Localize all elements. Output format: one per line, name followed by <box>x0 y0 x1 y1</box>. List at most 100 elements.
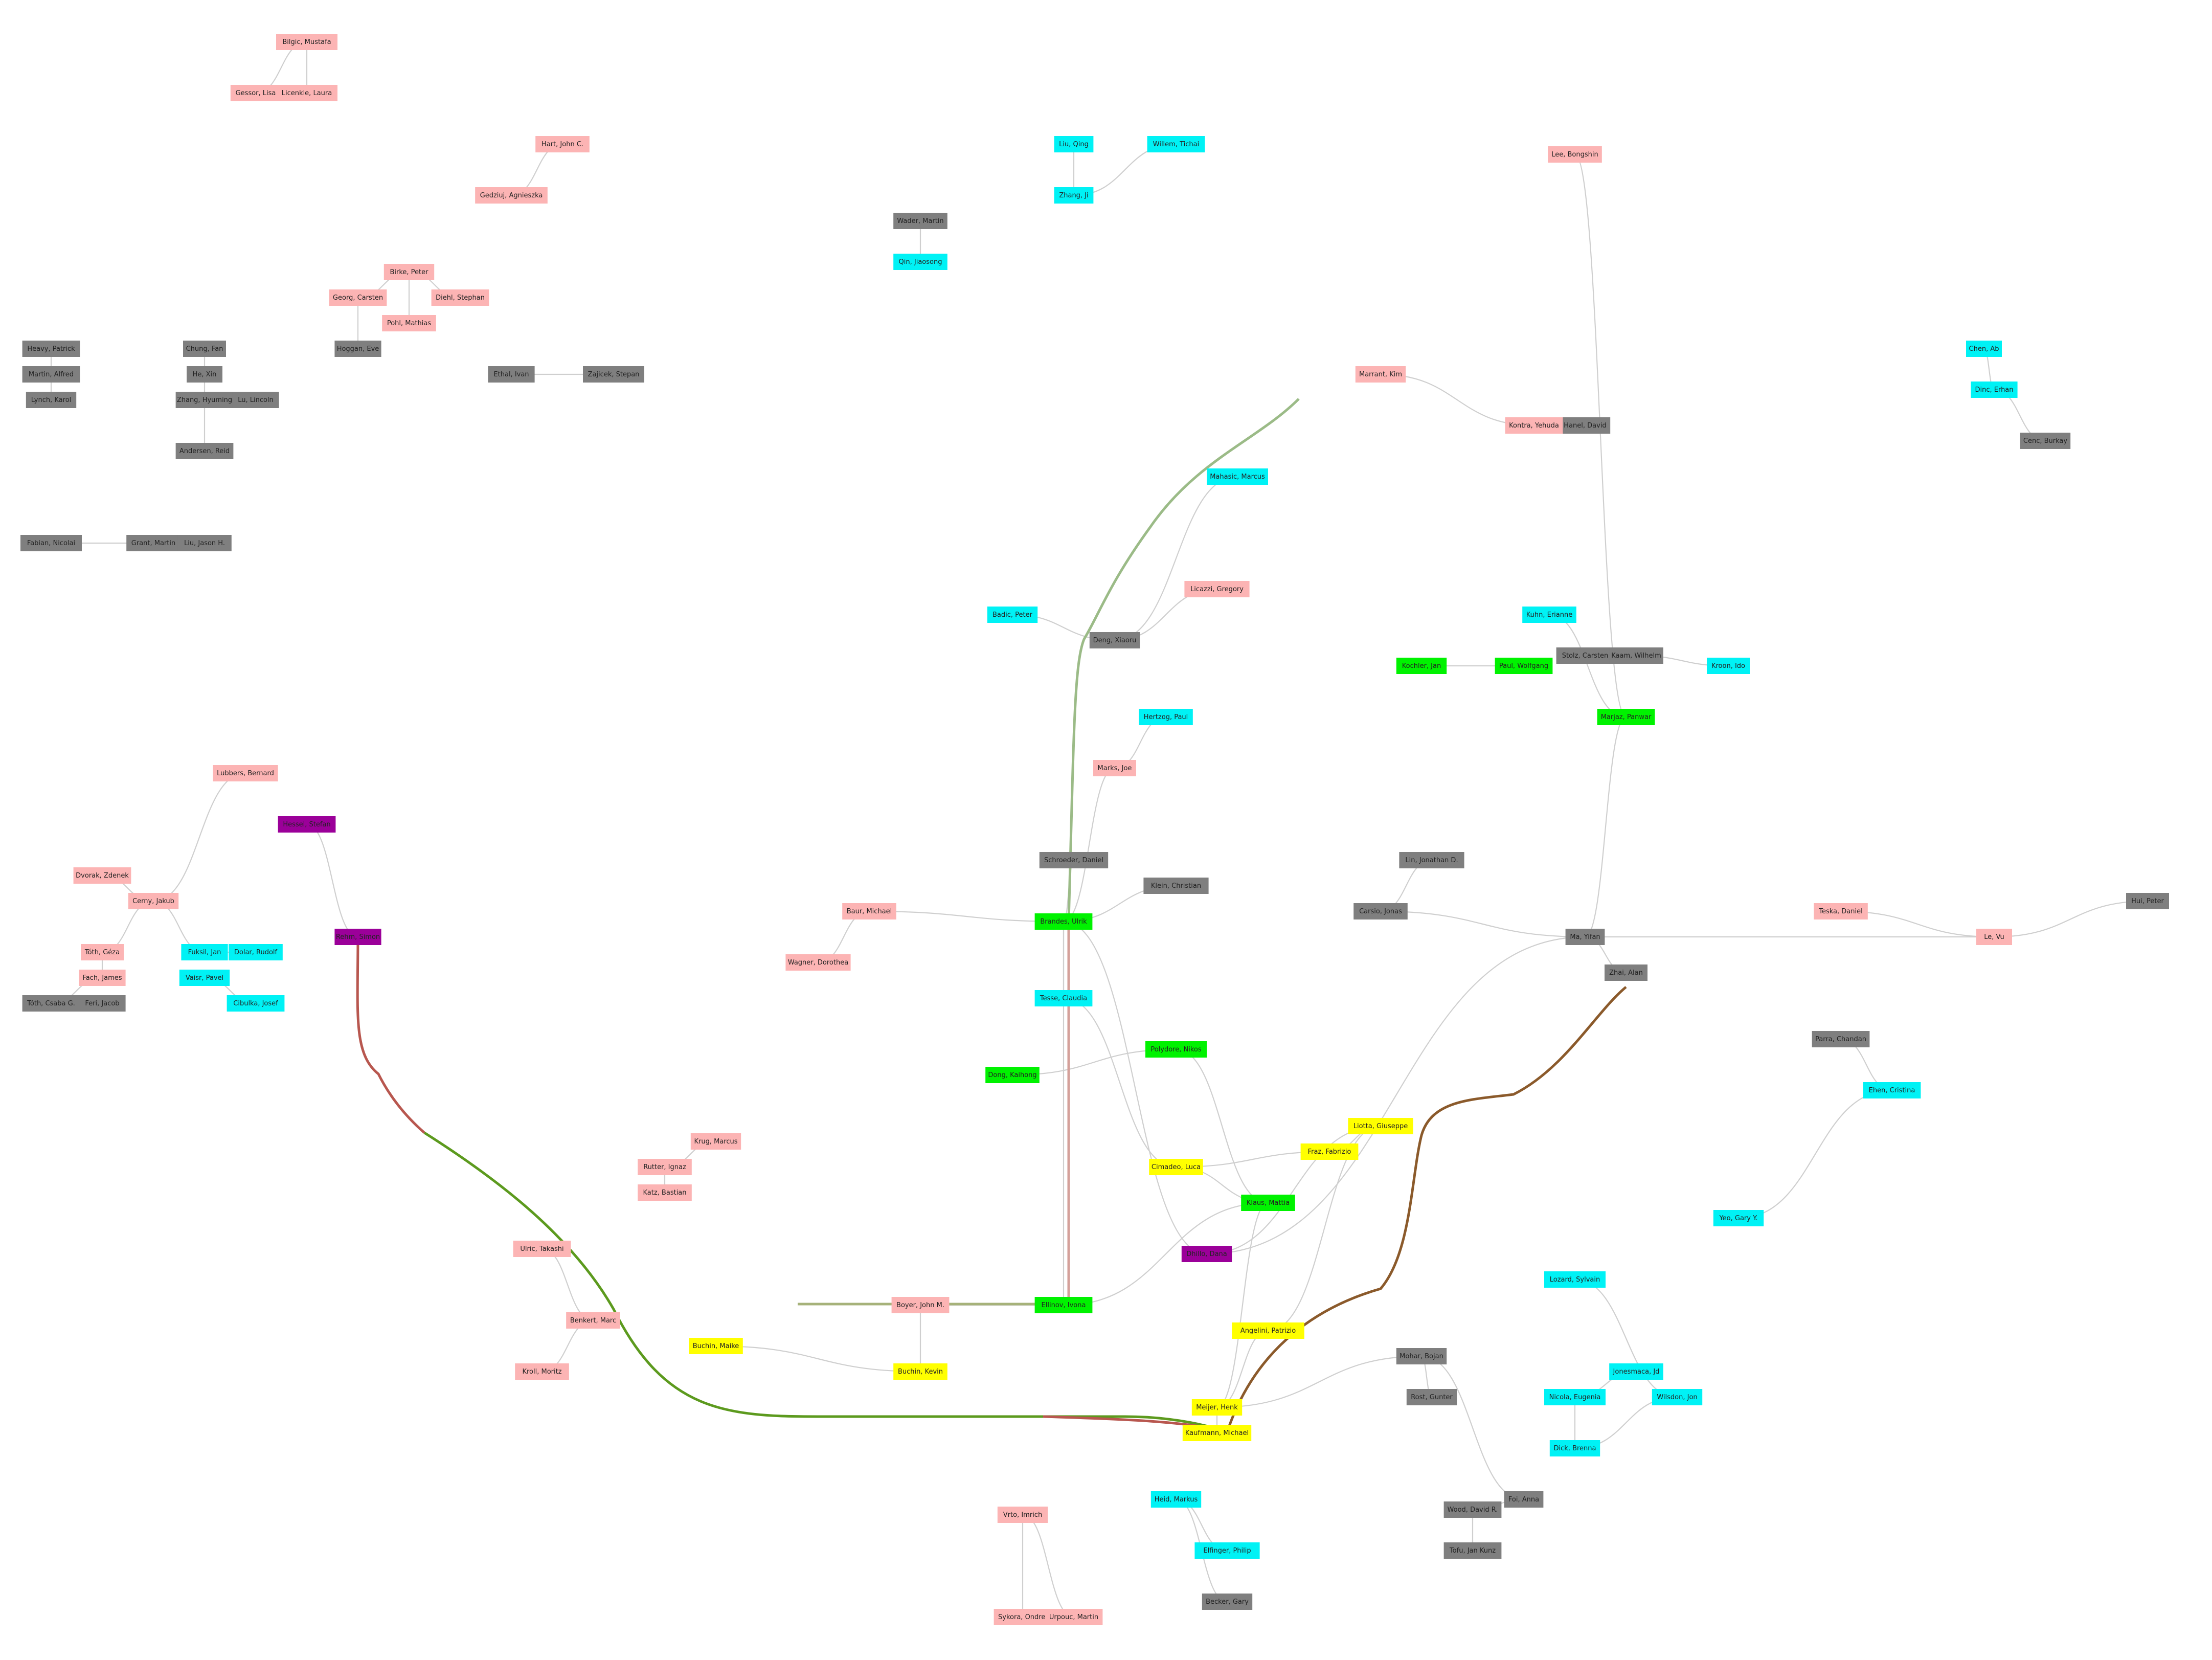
graph-node[interactable]: Fraz, Fabrizio <box>1300 1143 1359 1160</box>
graph-node[interactable]: Carsio, Jonas <box>1353 903 1408 919</box>
graph-node[interactable]: Lubbers, Bernard <box>213 765 278 781</box>
graph-node[interactable]: Angelini, Patrizio <box>1232 1322 1304 1339</box>
graph-node[interactable]: Liotta, Giuseppe <box>1348 1118 1413 1134</box>
graph-node[interactable]: Marks, Joe <box>1093 760 1136 776</box>
graph-node[interactable]: Katz, Bastian <box>638 1184 692 1201</box>
graph-node[interactable]: Schroeder, Daniel <box>1039 852 1109 868</box>
graph-node[interactable]: Dinc, Erhan <box>1971 382 2018 398</box>
graph-node[interactable]: Chen, Ab <box>1966 341 2002 357</box>
graph-node[interactable]: Wader, Martin <box>893 213 947 229</box>
graph-node[interactable]: Brandes, Ulrik <box>1034 913 1093 930</box>
graph-node[interactable]: Klaus, Mattia <box>1241 1195 1295 1211</box>
graph-node[interactable]: Vrto, Imrich <box>997 1507 1048 1523</box>
graph-node[interactable]: Foi, Anna <box>1504 1491 1544 1508</box>
graph-node[interactable]: Wilsdon, Jon <box>1652 1389 1703 1405</box>
graph-node[interactable]: Wagner, Dorothea <box>785 954 851 971</box>
graph-node[interactable]: Stolz, Carsten <box>1556 647 1614 664</box>
graph-node[interactable]: Mohar, Bojan <box>1396 1348 1447 1364</box>
graph-node[interactable]: Georg, Carsten <box>329 289 387 306</box>
graph-node[interactable]: Cerny, Jakub <box>128 893 179 909</box>
graph-node[interactable]: Liu, Qing <box>1054 136 1094 152</box>
graph-node[interactable]: Qin, Jiaosong <box>893 254 947 270</box>
graph-node[interactable]: Elfinger, Philip <box>1194 1542 1260 1559</box>
graph-node[interactable]: Ma, Yifan <box>1565 929 1605 945</box>
graph-node[interactable]: Kontra, Yehuda <box>1505 417 1563 434</box>
graph-node[interactable]: Ulric, Takashi <box>513 1241 571 1257</box>
graph-node[interactable]: Buchin, Maike <box>689 1338 743 1354</box>
graph-node[interactable]: Marrant, Kim <box>1355 366 1406 383</box>
graph-node[interactable]: Nicola, Eugenia <box>1544 1389 1606 1405</box>
graph-node[interactable]: Lozard, Sylvain <box>1544 1271 1606 1288</box>
graph-node[interactable]: Le, Vu <box>1976 929 2012 945</box>
graph-node[interactable]: Buchin, Kevin <box>893 1363 947 1380</box>
graph-node[interactable]: Licenkle, Laura <box>276 85 337 101</box>
graph-node[interactable]: Zhang, Ji <box>1054 187 1094 204</box>
graph-node[interactable]: Grant, Martin <box>126 535 180 551</box>
graph-node[interactable]: Badic, Peter <box>987 607 1038 623</box>
graph-node[interactable]: Gedziuj, Agnieszka <box>475 187 548 204</box>
graph-node[interactable]: Ethal, Ivan <box>488 366 535 383</box>
graph-node[interactable]: Fabian, Nicolai <box>20 535 82 551</box>
graph-node[interactable]: Lynch, Karol <box>26 392 77 408</box>
graph-node[interactable]: Benkert, Marc <box>566 1312 620 1329</box>
graph-node[interactable]: Marjaz, Panwar <box>1597 709 1655 725</box>
graph-node[interactable]: Pohl, Mathias <box>382 315 436 331</box>
graph-node[interactable]: Ellinov, Ivona <box>1034 1297 1093 1313</box>
graph-node[interactable]: Dick, Brenna <box>1549 1440 1600 1456</box>
graph-node[interactable]: Kuhn, Erianne <box>1522 607 1576 623</box>
graph-node[interactable]: Parra, Chandan <box>1812 1031 1870 1047</box>
graph-node[interactable]: Zhang, Hyuming <box>175 392 234 408</box>
graph-node[interactable]: Andersen, Reid <box>175 443 234 459</box>
graph-node[interactable]: Sykora, Ondrej <box>994 1609 1052 1625</box>
graph-node[interactable]: Becker, Gary <box>1202 1594 1253 1610</box>
graph-node[interactable]: Dong, Kaihong <box>985 1067 1040 1083</box>
graph-node[interactable]: Krug, Marcus <box>690 1133 741 1150</box>
graph-node[interactable]: Hertzog, Paul <box>1139 709 1193 725</box>
graph-node[interactable]: Kaam, Wilhelm <box>1609 647 1663 664</box>
graph-node[interactable]: Tesse, Claudia <box>1034 990 1093 1006</box>
graph-node[interactable]: Tóth, Géza <box>81 944 124 960</box>
graph-node[interactable]: Tofu, Jan Kunz <box>1443 1542 1502 1559</box>
graph-node[interactable]: Liu, Jason H. <box>177 535 232 551</box>
graph-node[interactable]: Zhai, Alan <box>1605 964 1647 981</box>
graph-node[interactable]: Kochler, Jan <box>1396 658 1447 674</box>
graph-node[interactable]: Willem, Tichai <box>1147 136 1205 152</box>
graph-node[interactable]: Hessel, Stefan <box>278 816 336 833</box>
graph-node[interactable]: Wood, David R. <box>1443 1501 1502 1518</box>
graph-node[interactable]: Boyer, John M. <box>891 1297 950 1313</box>
graph-node[interactable]: Hui, Peter <box>2126 893 2169 909</box>
graph-node[interactable]: Diehl, Stephan <box>431 289 489 306</box>
graph-node[interactable]: Fach, James <box>79 970 126 986</box>
graph-node[interactable]: Dvorak, Zdenek <box>73 867 131 884</box>
graph-node[interactable]: Feri, Jacob <box>79 995 126 1012</box>
graph-node[interactable]: Klein, Christian <box>1143 878 1209 894</box>
graph-node[interactable]: Hart, John C. <box>535 136 590 152</box>
graph-node[interactable]: Polydore, Nikos <box>1145 1041 1207 1058</box>
graph-node[interactable]: Urpouc, Martin <box>1045 1609 1103 1625</box>
graph-node[interactable]: Cimadeo, Luca <box>1149 1159 1203 1175</box>
graph-node[interactable]: Vaisr, Pavel <box>179 970 230 986</box>
graph-node[interactable]: Lin, Jonathan D. <box>1399 852 1464 868</box>
graph-node[interactable]: Teska, Daniel <box>1814 903 1868 919</box>
graph-node[interactable]: Lee, Bongshin <box>1548 146 1602 163</box>
graph-node[interactable]: Dolar, Rudolf <box>229 944 283 960</box>
graph-node[interactable]: Mahasic, Marcus <box>1207 468 1268 485</box>
graph-node[interactable]: Hoggan, Eve <box>334 341 381 357</box>
graph-node[interactable]: Martin, Alfred <box>22 366 80 383</box>
graph-node[interactable]: Yeo, Gary Y. <box>1713 1210 1764 1226</box>
graph-node[interactable]: Fuksil, Jan <box>181 944 228 960</box>
graph-node[interactable]: Birke, Peter <box>383 264 435 280</box>
graph-node[interactable]: Lu, Lincoln <box>232 392 279 408</box>
graph-node[interactable]: Paul, Wolfgang <box>1495 658 1553 674</box>
graph-node[interactable]: Gessor, Lisa <box>230 85 281 101</box>
graph-node[interactable]: Kaufmann, Michael <box>1182 1425 1252 1441</box>
graph-node[interactable]: Ehen, Cristina <box>1863 1082 1921 1098</box>
graph-node[interactable]: Baur, Michael <box>842 903 896 919</box>
graph-node[interactable]: Deng, Xiaoru <box>1089 632 1140 648</box>
graph-node[interactable]: Cenc, Burkay <box>2020 433 2071 449</box>
graph-node[interactable]: Tóth, Csaba G. <box>22 995 80 1012</box>
graph-node[interactable]: Rutter, Ignaz <box>638 1159 692 1175</box>
graph-node[interactable]: Rost, Gunter <box>1406 1389 1457 1405</box>
graph-node[interactable]: Dhillo, Dana <box>1181 1246 1232 1262</box>
graph-node[interactable]: Zajicek, Stepan <box>583 366 644 383</box>
